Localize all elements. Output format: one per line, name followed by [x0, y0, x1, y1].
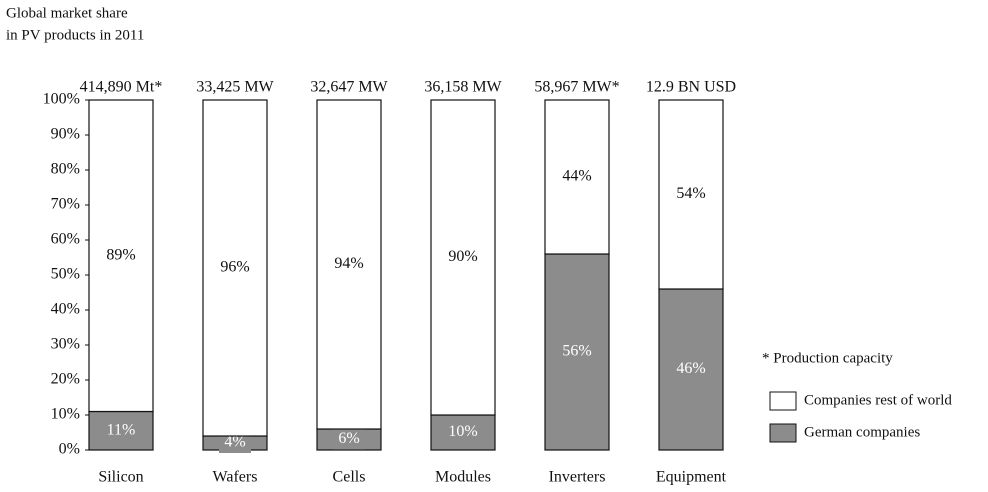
- label-bg: [105, 420, 137, 441]
- x-tick-label: Equipment: [656, 469, 727, 486]
- data-label: 54%: [676, 185, 705, 202]
- y-tick-label: 80%: [51, 161, 80, 178]
- label-bg: [675, 359, 707, 380]
- y-tick-label: 30%: [51, 336, 80, 353]
- legend-swatch: [769, 391, 797, 411]
- bar-annotation: 414,890 Mt*: [80, 79, 163, 96]
- bar-segment: [658, 99, 724, 290]
- bar-segment: [316, 99, 382, 430]
- x-tick-label: Cells: [333, 469, 366, 486]
- bar-segment: [430, 99, 496, 416]
- x-tick-label: Silicon: [98, 469, 143, 486]
- y-tick-label: 10%: [51, 406, 80, 423]
- x-tick-label: Wafers: [213, 469, 258, 486]
- bar-annotation: 36,158 MW: [424, 79, 502, 96]
- y-tick-label: 0%: [59, 441, 80, 458]
- data-label: 96%: [220, 259, 249, 276]
- bar-annotation: 58,967 MW*: [534, 79, 619, 96]
- label-bg: [561, 342, 593, 362]
- data-label: 56%: [562, 343, 591, 360]
- y-tick-label: 100%: [43, 91, 80, 108]
- legend-label: Companies rest of world: [804, 392, 952, 408]
- y-tick-label: 20%: [51, 371, 80, 388]
- data-label: 11%: [107, 421, 136, 438]
- bar-segment: [202, 99, 268, 437]
- y-tick-label: 50%: [51, 266, 80, 283]
- chart-title: Global market share: [6, 5, 128, 21]
- bar-annotation: 12.9 BN USD: [646, 79, 736, 96]
- data-label: 4%: [224, 434, 245, 451]
- data-label: 6%: [338, 430, 359, 447]
- data-label: 89%: [106, 246, 135, 263]
- bar-segment: [544, 99, 610, 255]
- y-tick-label: 70%: [51, 196, 80, 213]
- bar-annotation: 32,647 MW: [310, 79, 388, 96]
- label-bg: [333, 429, 365, 450]
- chart-title: in PV products in 2011: [6, 27, 144, 43]
- bar-annotation: 33,425 MW: [196, 79, 274, 96]
- x-tick-label: Inverters: [549, 469, 606, 486]
- data-label: 90%: [448, 248, 477, 265]
- legend-label: German companies: [804, 424, 920, 440]
- data-label: 44%: [562, 168, 591, 185]
- label-bg: [219, 433, 251, 453]
- y-tick-label: 60%: [51, 231, 80, 248]
- bar-segment: [88, 99, 154, 413]
- note: * Production capacity: [762, 350, 893, 366]
- legend-swatch: [769, 423, 797, 443]
- y-tick-label: 40%: [51, 301, 80, 318]
- data-label: 94%: [334, 255, 363, 272]
- data-label: 10%: [448, 423, 477, 440]
- y-tick-label: 90%: [51, 126, 80, 143]
- label-bg: [447, 422, 479, 443]
- data-label: 46%: [676, 360, 705, 377]
- x-tick-label: Modules: [435, 469, 491, 486]
